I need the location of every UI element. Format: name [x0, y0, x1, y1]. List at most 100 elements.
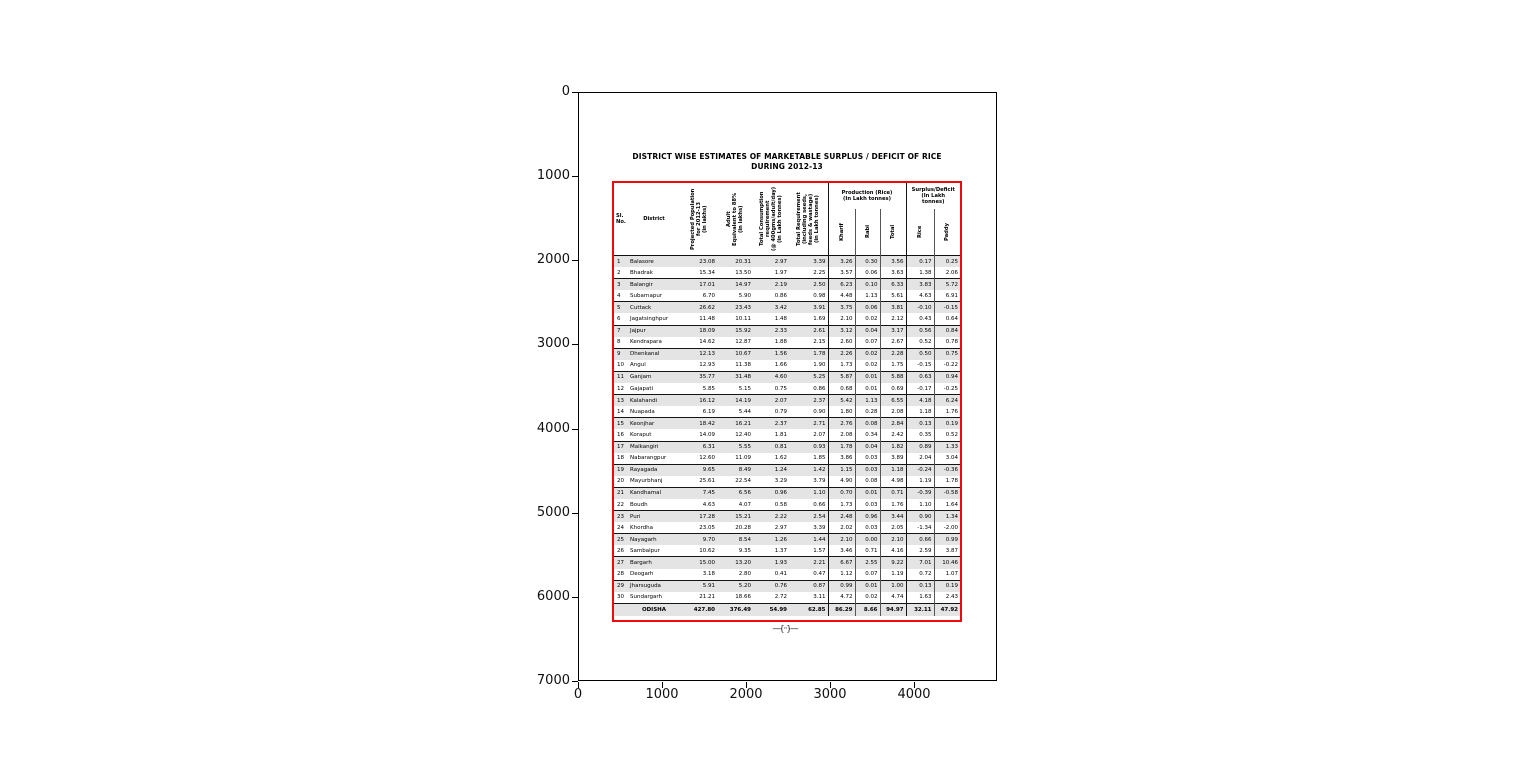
table-body: 1 Balasore 23.08 20.31 2.97 3.39 3.26 0.30 3.56 0…: [614, 255, 960, 604]
cell-req: 2.21: [789, 556, 828, 569]
cell-adult: 13.20: [717, 556, 753, 569]
cell-pop: 6.70: [702, 292, 715, 299]
cell-pop: 18.09: [680, 325, 717, 337]
cell-kharif: 2.26: [827, 348, 855, 360]
header-production-group: Production (Rice) (In Lakh tonnes): [827, 183, 906, 209]
cell-total: 5.88: [879, 371, 906, 384]
cell-sl: 20: [617, 478, 624, 485]
cell-rabi: 1.13: [854, 290, 880, 302]
cell-pop: 35.77: [680, 371, 717, 384]
cell-kharif: 2.76: [827, 417, 855, 430]
cell-adult: 11.38: [735, 362, 751, 369]
cell-cons: 0.58: [774, 501, 787, 508]
y-tick-mark: [572, 512, 578, 514]
cell-req: 0.90: [813, 408, 826, 415]
cell-total: 2.12: [879, 313, 906, 326]
cell-paddy: 1.33: [933, 441, 960, 453]
cell-sl: 9: [614, 348, 628, 360]
cell-sl: 27: [614, 556, 628, 569]
cell-rice: 0.66: [905, 533, 934, 546]
y-tick-mark: [572, 260, 578, 262]
table-row: 27 Bargarh 15.00 13.20 1.93 2.21 6.67 2.55 9.22 7…: [614, 556, 960, 569]
x-tick-mark: [914, 682, 915, 688]
cell-pop: 6.31: [680, 441, 717, 453]
data-table: Sl. No. District Projected Population fo…: [614, 183, 960, 617]
cell-district: Nabarangpur: [630, 455, 667, 462]
cell-req: 2.07: [813, 431, 826, 438]
cell-paddy: 0.78: [933, 336, 960, 349]
cell-rice: 0.56: [905, 325, 934, 337]
cell-pop: 12.60: [699, 455, 715, 462]
cell-rice: 1.19: [905, 475, 934, 488]
cell-kharif: 5.42: [827, 394, 855, 407]
cell-adult: 23.43: [717, 301, 753, 314]
table-row: 8 Kendrapara 14.62 12.87 1.88 2.15 2.60 0.07 2.6…: [614, 336, 960, 349]
cell-paddy: 1.34: [933, 510, 960, 523]
table-row: 6 Jagatsinghpur 11.48 10.11 1.48 1.69 2.10 0.02…: [614, 313, 960, 326]
header-rabi: Rabi: [854, 209, 880, 256]
cell-pop: 16.12: [680, 394, 717, 407]
cell-rabi: 0.02: [854, 313, 880, 326]
table-row: 14 Nuapada 6.19 5.44 0.79 0.90 1.80 0.28 2.08 1.1…: [614, 406, 960, 418]
cell-req: 0.47: [813, 571, 826, 578]
cell-kharif: 6.67: [827, 556, 855, 569]
cell-rabi: 0.34: [854, 429, 880, 441]
cell-adult: 8.54: [717, 533, 753, 546]
cell-total: 3.17: [879, 325, 906, 337]
table-row: 28 Deogarh 3.18 2.80 0.41 0.47 1.12 0.07 1.19 0.7…: [614, 568, 960, 581]
x-tick-label: 3000: [813, 687, 847, 702]
cell-rice: 4.63: [905, 290, 934, 302]
cell-rice: 1.18: [905, 406, 934, 418]
table-row: 13 Kalahandi 16.12 14.19 2.07 2.37 5.42 1.13 6.5…: [614, 394, 960, 407]
cell-total: 1.18: [879, 464, 906, 476]
cell-kharif: 4.48: [827, 290, 855, 302]
cell-paddy: 47.92: [933, 602, 960, 617]
cell-district: Sundargarh: [630, 594, 663, 601]
cell-rabi: 0.04: [854, 441, 880, 453]
cell-kharif: 2.02: [827, 522, 855, 534]
cell-adult: 10.67: [717, 348, 753, 360]
cell-sl: 15: [614, 417, 628, 430]
cell-cons: 1.97: [774, 269, 787, 276]
cell-district: Rayagada: [628, 464, 680, 476]
table-row: 20 Mayurbhanj 25.61 22.54 3.29 3.79 4.90 0.08 4.…: [614, 475, 960, 488]
table-row: 23 Puri 17.28 15.21 2.22 2.54 2.48 0.96 3.44 0.90…: [614, 510, 960, 523]
x-tick-label: 1000: [645, 687, 679, 702]
cell-district: Nayagarh: [628, 533, 680, 546]
cell-rice: 0.17: [905, 255, 934, 268]
table-row: 30 Sundargarh 21.21 18.66 2.72 3.11 4.72 0.02 4.…: [614, 591, 960, 604]
cell-total: 6.55: [879, 394, 906, 407]
cell-rice: 0.35: [905, 429, 934, 441]
cell-cons: 1.37: [774, 547, 787, 554]
cell-kharif: 2.48: [827, 510, 855, 523]
cell-sl: 19: [614, 464, 628, 476]
cell-adult: 5.90: [738, 292, 751, 299]
cell-adult: 14.97: [717, 278, 753, 291]
table-row: 11 Ganjam 35.77 31.48 4.60 5.25 5.87 0.01 5.88 0.…: [614, 371, 960, 384]
cell-rice: 0.13: [905, 580, 934, 592]
cell-total: 5.61: [879, 290, 906, 302]
cell-adult: 31.48: [717, 371, 753, 384]
cell-rice: -0.15: [905, 359, 934, 372]
cell-sl: 22: [617, 501, 624, 508]
cell-pop: 21.21: [699, 594, 715, 601]
header-total-requirement: Total Requirement (including seeds, feed…: [796, 192, 821, 246]
cell-district: Boudh: [630, 501, 648, 508]
x-tick-label: 2000: [729, 687, 763, 702]
y-tick-label: 0: [561, 84, 570, 99]
cell-paddy: 3.04: [933, 452, 960, 465]
cell-cons: 0.76: [753, 580, 789, 592]
header-kharif: Kharif: [827, 209, 855, 256]
cell-rice: 1.10: [905, 498, 934, 511]
cell-req: 1.69: [813, 316, 826, 323]
cell-cons: 2.19: [753, 278, 789, 291]
table-header: Sl. No. District Projected Population fo…: [614, 183, 960, 256]
cell-cons: 4.60: [753, 371, 789, 384]
cell-district: Jajpur: [628, 325, 680, 337]
cell-district: Ganjam: [628, 371, 680, 384]
cell-rice: 1.63: [905, 591, 934, 604]
cell-rice: -0.39: [905, 487, 934, 499]
cell-kharif: 1.15: [827, 464, 855, 476]
table-row: 3 Balangir 17.01 14.97 2.19 2.50 6.23 0.10 6.33 3…: [614, 278, 960, 291]
cell-cons: 1.48: [774, 316, 787, 323]
